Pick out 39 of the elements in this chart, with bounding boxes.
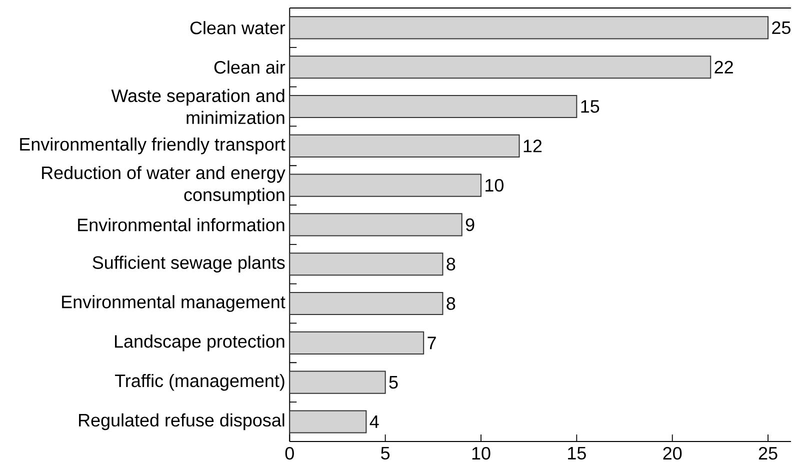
y-tick-label: Reduction of water and energy consumption [42,166,286,204]
data-label: 5 [389,376,398,388]
x-tick-label: 15 [568,446,586,460]
bar [289,94,578,118]
y-tick-label: Environmentally friendly transport [20,137,286,154]
data-label: 12 [524,139,542,152]
data-label: 15 [581,100,600,113]
x-tick-label: 20 [663,446,682,460]
data-label: 9 [466,218,474,231]
bar [289,370,386,394]
y-tick-label: Waste separation and minimization [111,88,284,124]
bar [289,331,424,354]
y-tick-label: Clean air [214,60,286,74]
data-label: 8 [446,258,456,270]
data-label: 25 [772,21,790,34]
bar [289,134,520,158]
y-tick-label: Regulated refuse disposal [79,413,284,430]
x-tick-label: 0 [285,446,294,460]
data-label: 10 [486,178,504,192]
y-tick-label: Traffic (management) [114,374,284,391]
y-tick-label: Sufficient sewage plants [92,256,285,272]
y-tick-label: Landscape protection [115,334,284,352]
data-label: 8 [446,296,456,310]
data-label: 7 [428,336,436,349]
bar [289,212,462,236]
y-tick-label: Environmental management [62,294,286,312]
bar [289,16,769,40]
bar [289,55,712,78]
bar [289,252,444,276]
x-tick-label: 10 [472,446,490,460]
bar [289,174,482,197]
x-tick-label: 25 [758,446,778,460]
data-label: 22 [714,60,733,74]
bar [289,410,367,434]
x-tick-label: 5 [381,446,390,460]
y-tick-label: Environmental information [78,218,284,232]
bar [289,292,444,315]
data-label: 4 [370,415,379,428]
y-tick-label: Clean water [190,20,286,34]
